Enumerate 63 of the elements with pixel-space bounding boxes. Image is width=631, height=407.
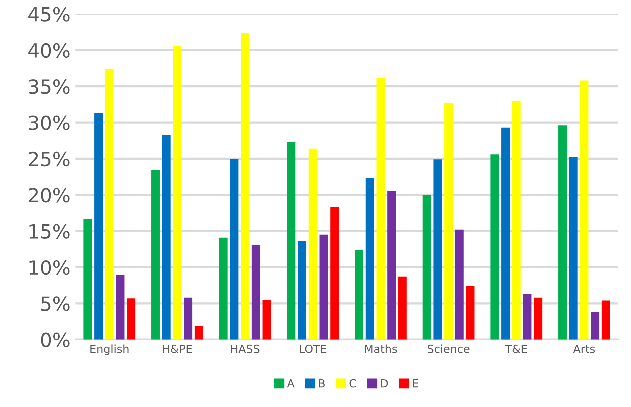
bar xyxy=(398,276,407,340)
bar xyxy=(512,101,521,340)
bar xyxy=(262,300,272,340)
bar xyxy=(366,178,374,340)
bar xyxy=(320,234,328,340)
bar xyxy=(455,230,464,340)
x-tick-label: H&PE xyxy=(163,344,192,354)
bar xyxy=(591,312,600,340)
x-tick-label: LOTE xyxy=(300,344,327,354)
bar xyxy=(558,126,567,340)
bar xyxy=(219,238,228,340)
bar xyxy=(94,113,104,340)
x-tick-label: Arts xyxy=(573,345,596,354)
y-tick-label: 30% xyxy=(29,116,70,130)
bar xyxy=(84,219,92,340)
y-tick-label: 0% xyxy=(41,332,70,348)
bar xyxy=(241,33,250,340)
bar xyxy=(466,286,475,340)
y-tick-label: 40% xyxy=(28,43,70,58)
bar xyxy=(308,148,318,340)
y-tick-label: 45% xyxy=(28,7,70,22)
x-tick-label: Science xyxy=(428,344,470,354)
x-tick-label: English xyxy=(90,344,129,356)
bar xyxy=(152,170,160,340)
legend-label: C xyxy=(350,379,356,388)
bar xyxy=(184,298,193,340)
bar xyxy=(287,142,296,340)
legend-label: E xyxy=(413,379,418,388)
y-tick-label: 15% xyxy=(30,224,70,239)
y-tick-label: 10% xyxy=(30,260,70,276)
bar xyxy=(162,135,171,340)
bar xyxy=(173,46,182,340)
bar xyxy=(534,298,543,340)
x-tick-label: HASS xyxy=(231,344,260,354)
bar xyxy=(434,160,442,340)
bar xyxy=(376,78,386,340)
bar xyxy=(116,275,125,340)
x-tick-label: T&E xyxy=(505,344,528,354)
y-tick-label: 35% xyxy=(29,80,70,94)
bar xyxy=(580,80,589,340)
bar xyxy=(105,69,114,340)
bar xyxy=(523,294,532,340)
bar xyxy=(444,103,454,340)
y-tick-label: 5% xyxy=(42,296,70,312)
bar xyxy=(127,298,136,340)
bar xyxy=(502,128,510,340)
bar xyxy=(490,154,500,340)
y-tick-label: 25% xyxy=(29,152,70,167)
bar xyxy=(602,300,610,340)
bar xyxy=(355,250,364,340)
x-tick-label: Maths xyxy=(365,344,398,354)
legend-label: D xyxy=(381,379,388,388)
bar xyxy=(252,245,260,340)
y-tick-label: 20% xyxy=(29,188,70,203)
legend-label: B xyxy=(319,379,325,388)
bar xyxy=(422,195,432,340)
bar xyxy=(330,207,340,340)
legend-label: A xyxy=(287,379,295,388)
bar xyxy=(194,326,204,340)
bar xyxy=(230,158,239,340)
bar xyxy=(298,241,307,340)
bar xyxy=(388,192,396,340)
bar xyxy=(569,158,578,340)
